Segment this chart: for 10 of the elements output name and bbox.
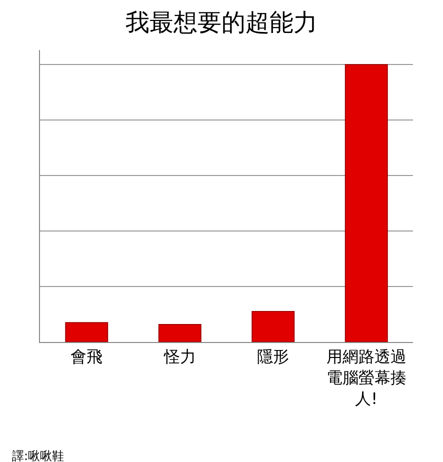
chart-title: 我最想要的超能力 — [126, 8, 318, 37]
bar — [344, 64, 388, 342]
bar — [65, 322, 108, 342]
bar — [252, 310, 295, 342]
x-tick-label: 怪力 — [162, 347, 196, 366]
bar — [158, 324, 202, 342]
text: 譯:啾啾鞋 — [12, 449, 64, 462]
x-tick-label: 用網路透過電腦螢幕揍人! — [326, 347, 406, 408]
x-tick-label: 會飛 — [70, 347, 103, 366]
x-tick-label: 隱形 — [257, 347, 290, 366]
